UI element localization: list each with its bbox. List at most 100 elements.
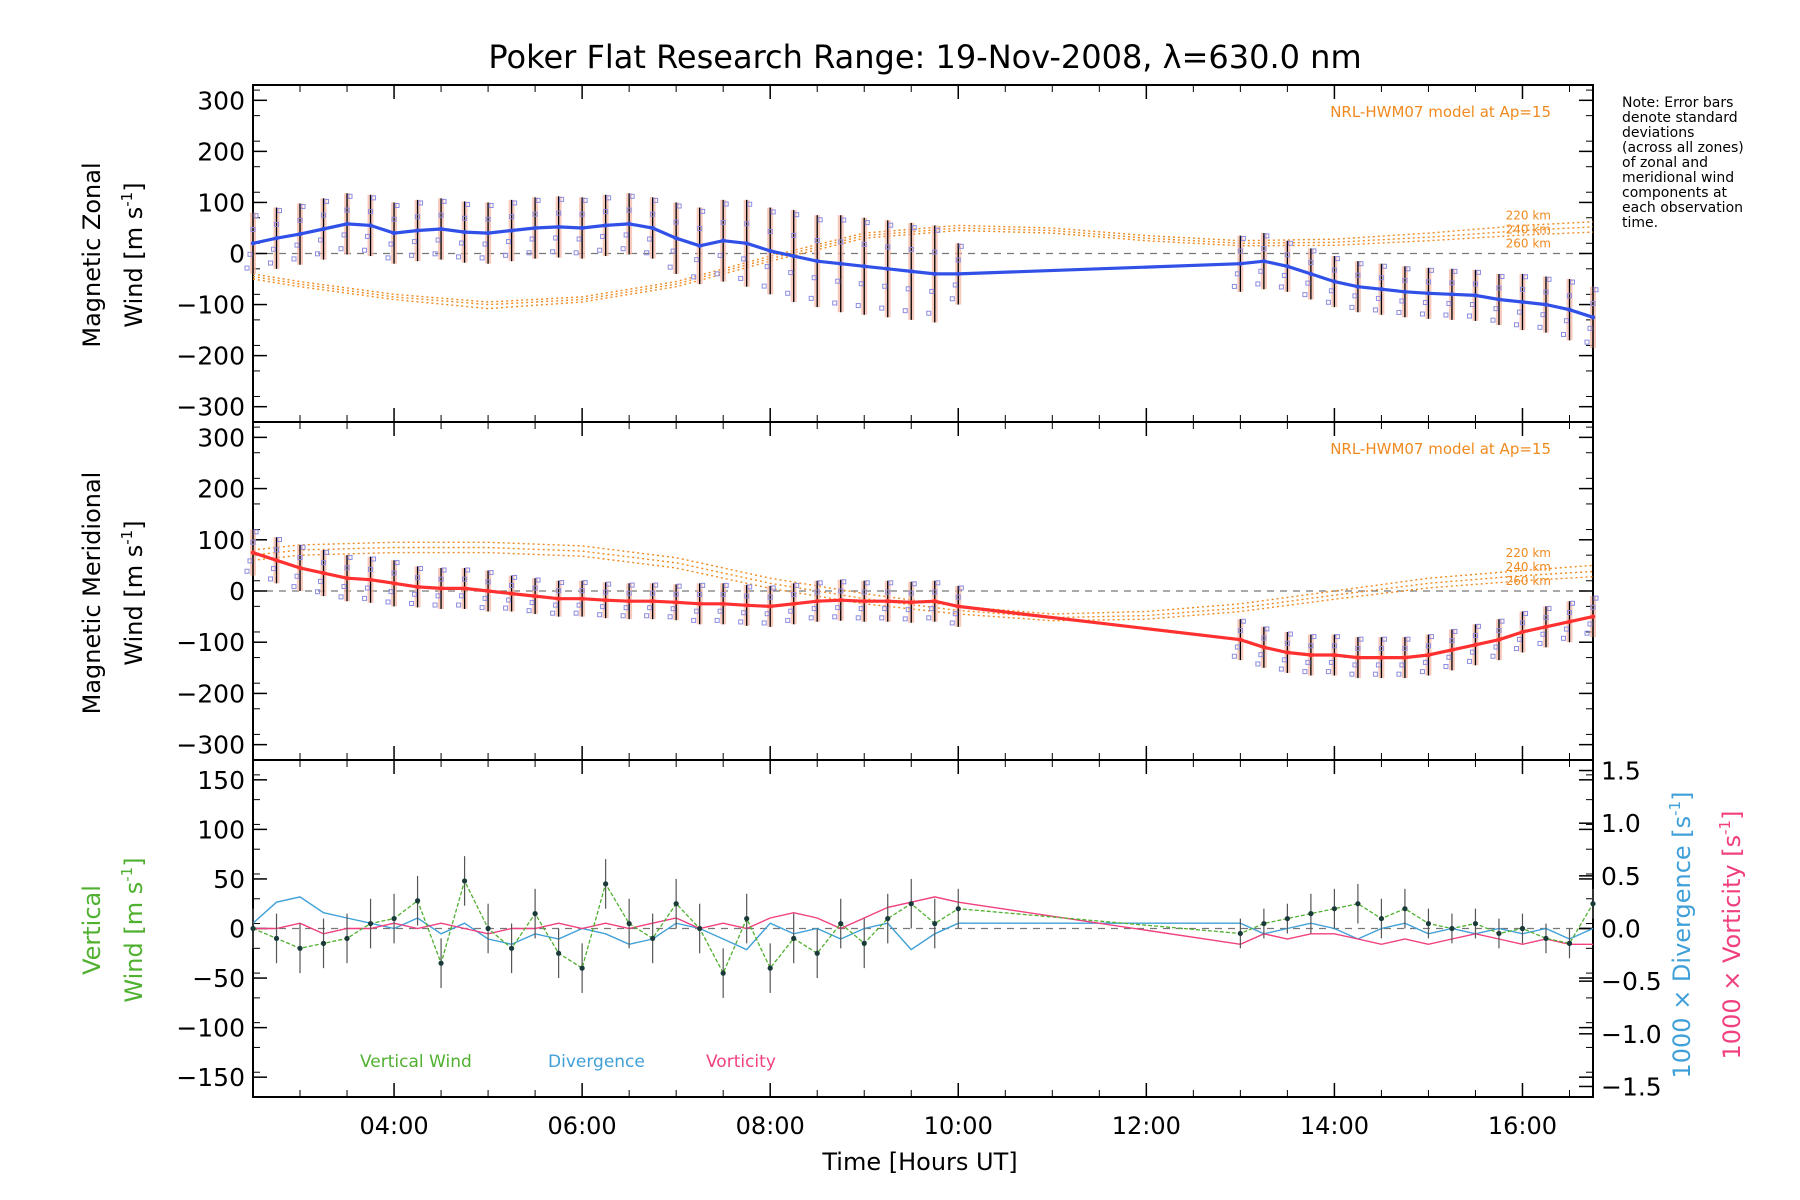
- zone-point: [955, 594, 961, 600]
- zone-point: [479, 605, 485, 611]
- zone-point: [1584, 339, 1590, 345]
- zone-point: [1237, 248, 1243, 254]
- zone-point: [700, 208, 706, 214]
- wind-series-point: [509, 228, 514, 233]
- zone-point: [1302, 669, 1308, 675]
- zone-point: [932, 249, 938, 255]
- zone-point: [268, 260, 274, 266]
- vertical-wind-point: [579, 965, 585, 971]
- zone-point: [526, 608, 532, 614]
- zone-point: [509, 582, 515, 588]
- zone-point: [911, 581, 917, 587]
- zone-point: [879, 305, 885, 311]
- note-line: deviations: [1622, 125, 1695, 141]
- zone-point: [1355, 272, 1361, 278]
- zone-point: [291, 584, 297, 590]
- zone-point: [1352, 662, 1358, 668]
- zone-point: [1513, 646, 1519, 652]
- zone-point: [441, 567, 447, 573]
- vertical-wind-point: [626, 920, 632, 927]
- vertical-wind-point: [1496, 930, 1502, 937]
- zone-point: [717, 252, 723, 258]
- vertical-wind-point: [532, 911, 538, 917]
- zone-point: [268, 576, 274, 582]
- zone-point: [1537, 324, 1543, 330]
- vertical-wind-point: [861, 940, 867, 946]
- x-tick-label: 14:00: [1300, 1112, 1369, 1140]
- zone-point: [908, 247, 914, 253]
- wind-series-point: [1567, 619, 1572, 624]
- wind-series-point: [1473, 293, 1478, 298]
- zone-point: [794, 582, 800, 588]
- zone-point: [344, 565, 350, 571]
- zone-point: [553, 235, 559, 241]
- meridional-wind-panel: 300 200 100 0 −100 −200 −300 NRL-HWM07 model at…: [176, 421, 1599, 761]
- zone-point: [1396, 671, 1402, 677]
- zone-point: [647, 236, 653, 242]
- model-altitude-label: 260 km: [1506, 237, 1551, 251]
- zone-point: [858, 606, 864, 612]
- zone-point: [391, 570, 397, 576]
- zone-point: [720, 592, 726, 598]
- zone-point: [1287, 631, 1293, 637]
- zone-point: [814, 237, 820, 243]
- zone-point: [462, 576, 468, 582]
- zone-point: [902, 616, 908, 622]
- wind-series-point: [1449, 292, 1455, 297]
- zone-point: [764, 264, 770, 270]
- zone-point: [300, 544, 306, 550]
- zone-point: [1372, 307, 1378, 313]
- zone-point: [509, 214, 515, 220]
- zone-point: [835, 278, 841, 284]
- wind-series-point: [815, 258, 820, 264]
- zone-point: [882, 606, 888, 612]
- zone-point: [1490, 317, 1496, 323]
- wind-series-point: [650, 599, 655, 604]
- zone-point: [861, 589, 867, 595]
- zone-point: [670, 248, 676, 254]
- model-curve: [252, 226, 1594, 306]
- zone-point: [294, 242, 300, 248]
- zone-point: [324, 549, 330, 555]
- vertical-wind-point: [250, 925, 256, 932]
- zone-point: [747, 584, 753, 590]
- model-altitude-label: 260 km: [1506, 574, 1551, 588]
- zone-point: [864, 220, 870, 226]
- zone-point: [929, 606, 935, 612]
- wind-series-point: [1261, 645, 1267, 650]
- y2-tick-label: 1.0: [1601, 809, 1641, 838]
- y-tick-label: 200: [197, 137, 245, 166]
- zone-point: [465, 567, 471, 573]
- zone-point: [271, 566, 277, 572]
- wind-series-point: [1238, 261, 1243, 266]
- vertical-wind-point: [273, 935, 280, 942]
- zone-point: [250, 539, 256, 545]
- zone-point: [926, 310, 932, 316]
- zone-point: [573, 610, 579, 616]
- y-tick-label: −100: [176, 628, 245, 657]
- zone-point: [1381, 263, 1387, 269]
- zone-point: [817, 217, 823, 223]
- note-line: time.: [1622, 215, 1659, 231]
- zone-point: [482, 241, 488, 247]
- zone-point: [438, 576, 444, 582]
- zone-point: [1469, 649, 1475, 655]
- zone-point: [1519, 286, 1525, 292]
- zone-point: [1566, 610, 1572, 616]
- y-tick-label: −50: [192, 964, 245, 993]
- zone-point: [1328, 288, 1334, 294]
- zone-point: [388, 241, 394, 247]
- vertical-wind-point: [508, 945, 515, 951]
- zone-point: [1255, 661, 1261, 667]
- zone-point: [1516, 636, 1522, 642]
- note-line: meridional wind: [1622, 170, 1735, 186]
- model-curve: [252, 551, 1594, 622]
- zone-point: [1587, 325, 1593, 331]
- wind-series-point: [626, 221, 632, 227]
- wind-series-point: [485, 230, 491, 236]
- wind-series-point: [462, 229, 467, 235]
- zone-point: [1566, 293, 1572, 299]
- zone-point: [371, 195, 377, 201]
- zone-point: [362, 247, 368, 253]
- zone-point: [1496, 627, 1502, 633]
